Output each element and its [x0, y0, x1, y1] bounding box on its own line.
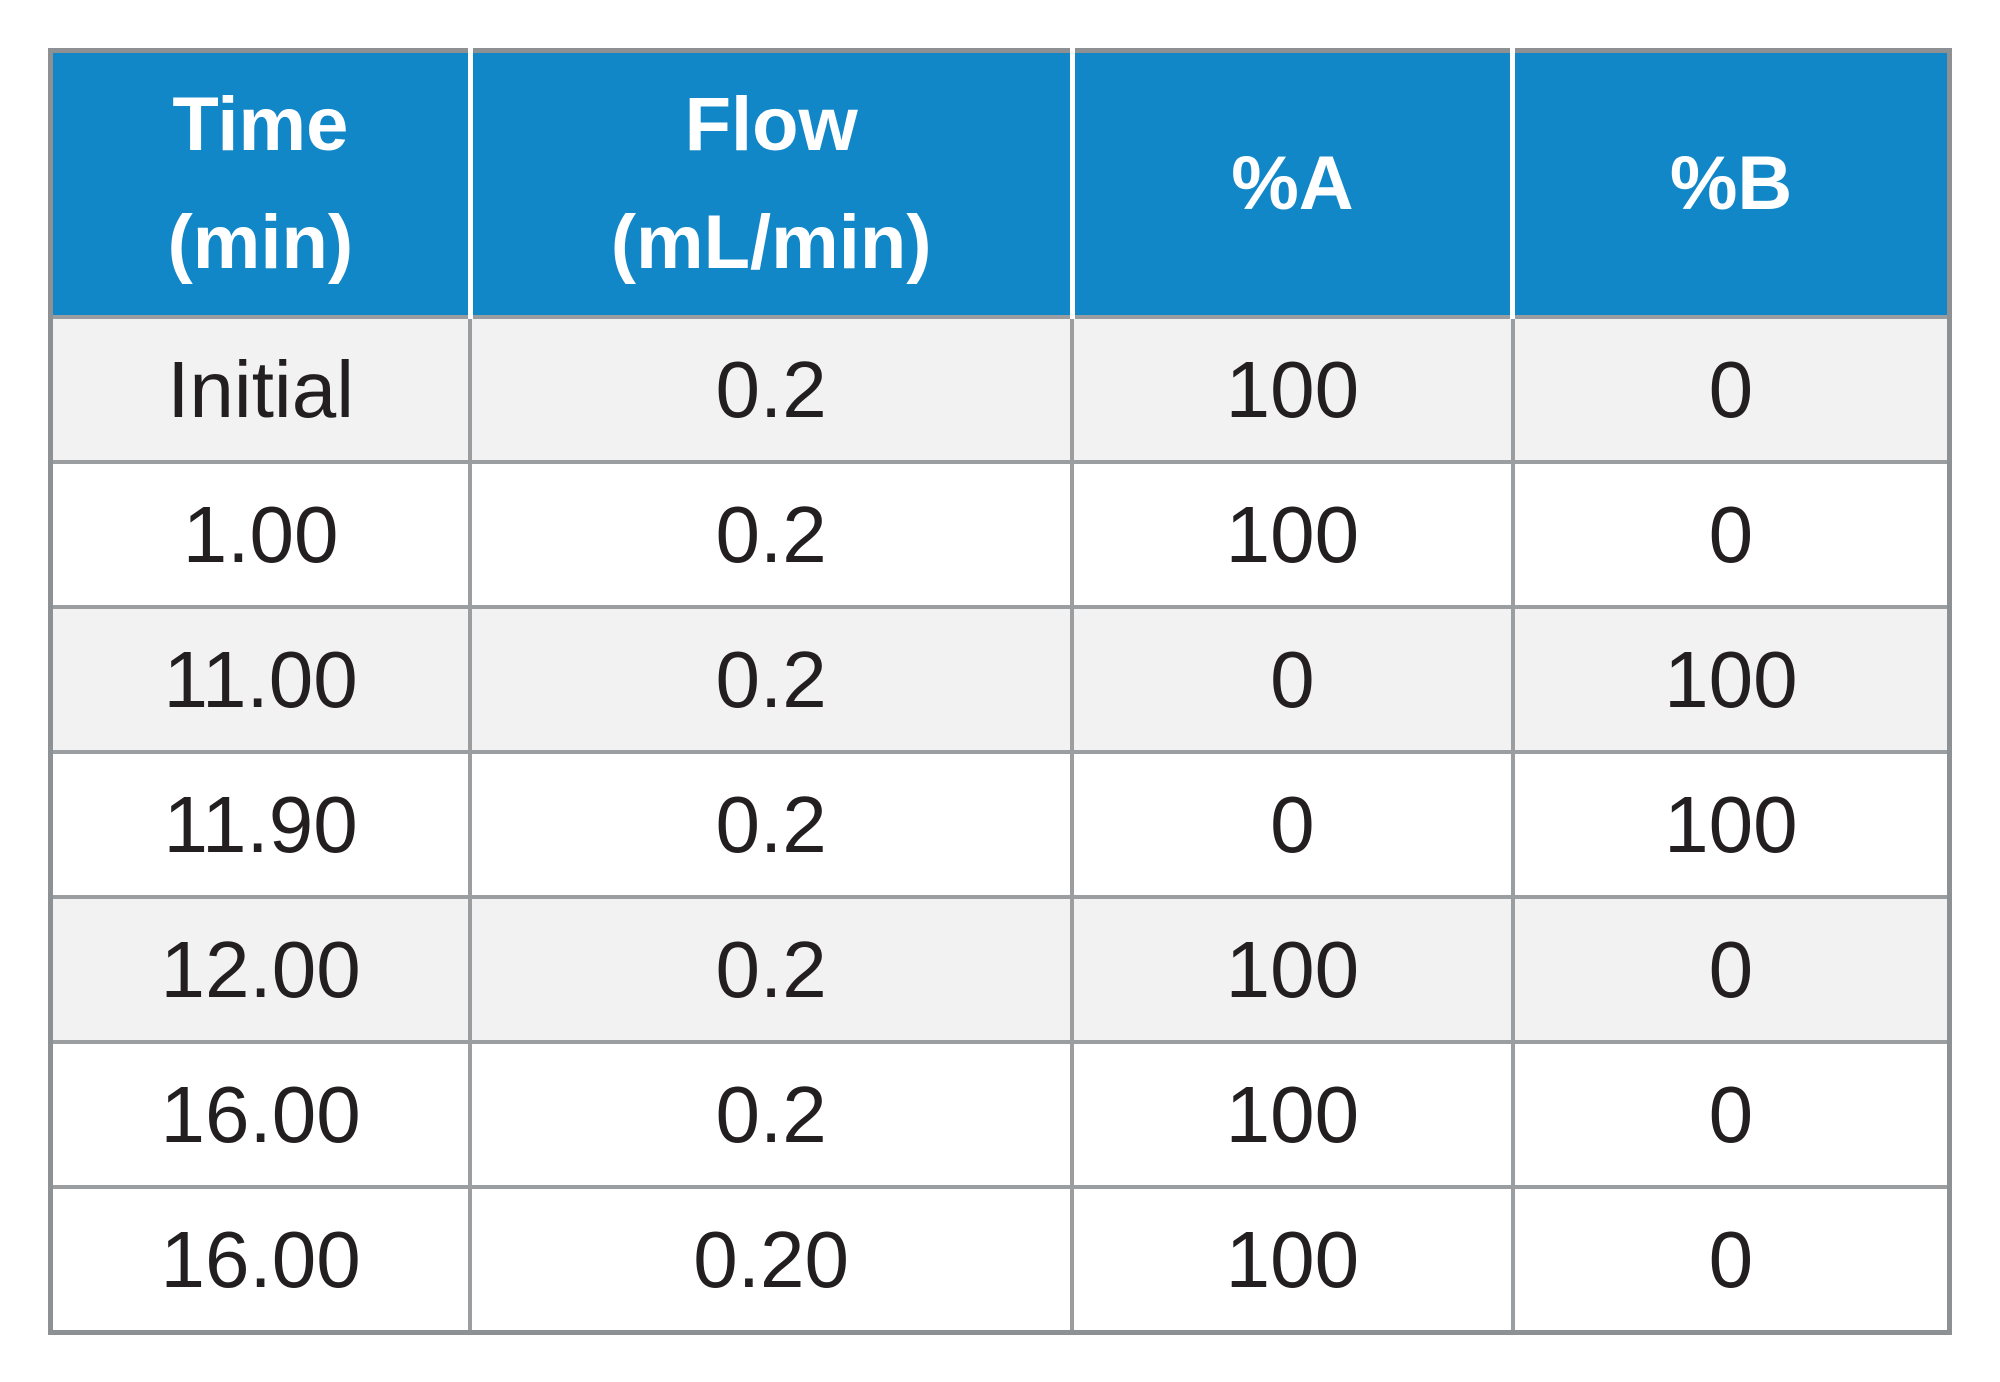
cell-percent-b: 100 — [1510, 605, 1950, 752]
cell-percent-a: 100 — [1070, 895, 1513, 1042]
cell-flow: 0.2 — [468, 315, 1073, 462]
cell-time: 11.00 — [50, 605, 471, 752]
cell-flow: 0.2 — [468, 605, 1073, 752]
table-row: 11.90 0.2 0 100 — [50, 750, 1950, 897]
table-row: 16.00 0.2 100 0 — [50, 1040, 1950, 1187]
cell-percent-b: 0 — [1510, 315, 1950, 462]
cell-percent-b: 0 — [1510, 460, 1950, 607]
header-row: Time (min) Flow (mL/min) %A %B — [50, 50, 1950, 319]
cell-percent-b: 100 — [1510, 750, 1950, 897]
col-header-percent-a: %A — [1069, 50, 1513, 319]
cell-percent-b: 0 — [1510, 895, 1950, 1042]
table-row: 12.00 0.2 100 0 — [50, 895, 1950, 1042]
cell-time: 16.00 — [50, 1185, 471, 1333]
lc-gradient-table: Time (min) Flow (mL/min) %A %B Initial 0… — [48, 48, 1952, 1335]
cell-time: 12.00 — [50, 895, 471, 1042]
cell-percent-a: 0 — [1070, 750, 1513, 897]
cell-flow: 0.2 — [468, 460, 1073, 607]
col-header-time: Time (min) — [50, 50, 471, 319]
table-row: Initial 0.2 100 0 — [50, 315, 1950, 462]
cell-flow: 0.2 — [468, 750, 1073, 897]
cell-percent-a: 0 — [1070, 605, 1513, 752]
gradient-table-container: Time (min) Flow (mL/min) %A %B Initial 0… — [48, 48, 1952, 1335]
cell-flow: 0.2 — [468, 895, 1073, 1042]
table-row: 16.00 0.20 100 0 — [50, 1185, 1950, 1333]
cell-time: Initial — [50, 315, 471, 462]
cell-time: 16.00 — [50, 1040, 471, 1187]
cell-time: 1.00 — [50, 460, 471, 607]
cell-percent-a: 100 — [1070, 460, 1513, 607]
cell-percent-a: 100 — [1070, 1040, 1513, 1187]
cell-percent-b: 0 — [1510, 1040, 1950, 1187]
cell-percent-a: 100 — [1070, 315, 1513, 462]
cell-flow: 0.20 — [468, 1185, 1073, 1333]
cell-flow: 0.2 — [468, 1040, 1073, 1187]
cell-percent-a: 100 — [1070, 1185, 1513, 1333]
cell-time: 11.90 — [50, 750, 471, 897]
cell-percent-b: 0 — [1510, 1185, 1950, 1333]
col-header-percent-b: %B — [1510, 50, 1950, 319]
table-row: 11.00 0.2 0 100 — [50, 605, 1950, 752]
col-header-flow: Flow (mL/min) — [467, 50, 1073, 319]
table-row: 1.00 0.2 100 0 — [50, 460, 1950, 607]
